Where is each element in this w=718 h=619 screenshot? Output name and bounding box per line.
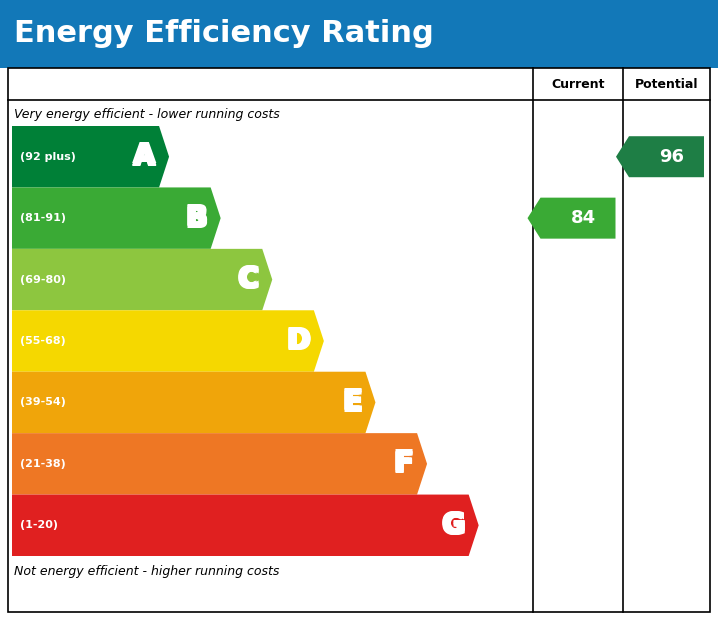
Text: Current: Current: [551, 77, 605, 90]
Polygon shape: [12, 372, 376, 433]
Text: (39-54): (39-54): [20, 397, 66, 407]
Text: 96: 96: [659, 148, 684, 166]
Text: A: A: [134, 143, 155, 171]
Text: C: C: [236, 266, 257, 293]
Text: D: D: [289, 329, 312, 357]
Text: E: E: [342, 389, 361, 417]
Text: F: F: [393, 448, 411, 477]
Text: G: G: [444, 513, 466, 541]
Text: (21-38): (21-38): [20, 459, 66, 469]
Text: D: D: [285, 329, 308, 357]
Text: C: C: [236, 264, 257, 292]
Text: (69-80): (69-80): [20, 275, 66, 285]
Text: E: E: [344, 387, 363, 415]
Text: C: C: [239, 264, 260, 292]
Text: B: B: [185, 204, 207, 232]
Text: (55-68): (55-68): [20, 336, 66, 346]
Text: Not energy efficient - higher running costs: Not energy efficient - higher running co…: [14, 565, 279, 578]
Text: D: D: [285, 327, 308, 355]
Text: D: D: [285, 326, 308, 353]
Text: C: C: [238, 266, 258, 293]
Text: (81-91): (81-91): [20, 213, 66, 223]
Text: C: C: [238, 264, 258, 292]
Text: B: B: [184, 202, 205, 231]
Text: C: C: [236, 267, 257, 295]
Text: B: B: [187, 204, 208, 232]
Text: B: B: [184, 204, 205, 232]
Text: Very energy efficient - lower running costs: Very energy efficient - lower running co…: [14, 108, 280, 121]
Text: G: G: [440, 513, 463, 541]
Text: G: G: [442, 511, 465, 539]
Text: G: G: [440, 511, 463, 539]
Polygon shape: [528, 197, 615, 239]
Text: A: A: [132, 144, 154, 172]
Text: A: A: [135, 141, 157, 169]
Text: G: G: [442, 513, 465, 541]
Text: E: E: [344, 389, 363, 417]
Text: F: F: [396, 451, 414, 479]
Text: G: G: [444, 510, 466, 538]
Text: B: B: [185, 206, 207, 233]
Polygon shape: [12, 310, 324, 372]
Text: B: B: [187, 206, 208, 233]
Bar: [8, 68, 710, 612]
Text: E: E: [341, 389, 360, 417]
Text: A: A: [134, 141, 155, 169]
Text: D: D: [289, 326, 312, 353]
Text: E: E: [341, 387, 360, 415]
Text: F: F: [393, 450, 411, 478]
Text: C: C: [238, 267, 258, 295]
Text: Energy Efficiency Rating: Energy Efficiency Rating: [14, 20, 434, 48]
Text: A: A: [135, 143, 157, 171]
Polygon shape: [12, 433, 427, 495]
Text: G: G: [444, 511, 466, 539]
Text: F: F: [394, 448, 413, 477]
Polygon shape: [12, 249, 272, 310]
Text: F: F: [394, 450, 413, 478]
Text: C: C: [239, 266, 260, 293]
Text: B: B: [185, 202, 207, 231]
Text: D: D: [287, 327, 310, 355]
Text: B: B: [187, 202, 208, 231]
Text: E: E: [344, 390, 363, 418]
Text: D: D: [287, 326, 310, 353]
Text: (92 plus): (92 plus): [20, 152, 76, 162]
Text: A: A: [134, 144, 155, 172]
Text: 84: 84: [570, 209, 595, 227]
Text: G: G: [442, 510, 465, 538]
Text: E: E: [342, 387, 361, 415]
Text: A: A: [132, 143, 154, 171]
Text: F: F: [396, 450, 414, 478]
Text: Potential: Potential: [635, 77, 698, 90]
Text: C: C: [239, 267, 260, 295]
Text: B: B: [184, 206, 205, 233]
Polygon shape: [12, 126, 169, 188]
Text: (1-20): (1-20): [20, 521, 58, 530]
Polygon shape: [12, 495, 479, 556]
Text: A: A: [132, 141, 154, 169]
Text: F: F: [393, 451, 411, 479]
Text: E: E: [342, 390, 361, 418]
Text: A: A: [135, 144, 157, 172]
Text: E: E: [341, 390, 360, 418]
Text: F: F: [396, 448, 414, 477]
Polygon shape: [616, 136, 704, 177]
Polygon shape: [12, 188, 220, 249]
Text: D: D: [287, 329, 310, 357]
Bar: [0, 0, 718, 68]
Text: F: F: [394, 451, 413, 479]
Text: D: D: [289, 327, 312, 355]
Text: G: G: [440, 510, 463, 538]
